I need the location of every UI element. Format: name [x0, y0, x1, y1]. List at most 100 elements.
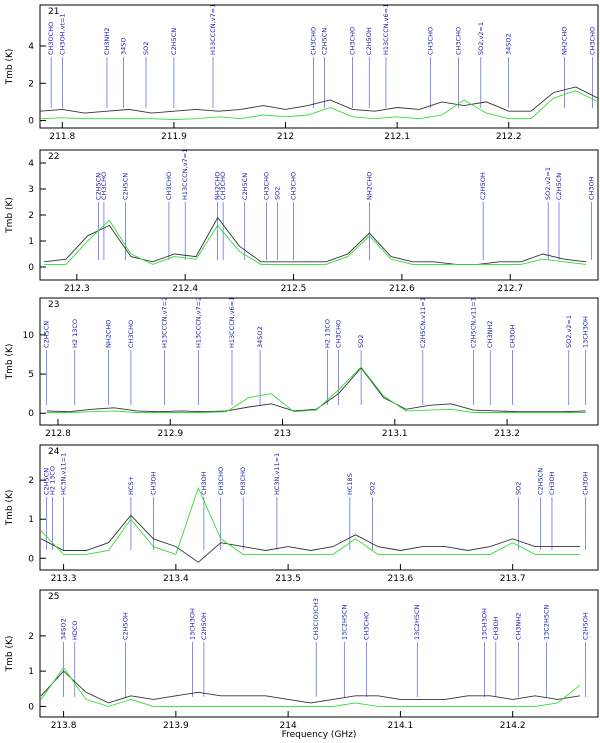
y-tick-label: 4	[28, 159, 34, 169]
x-tick-label: 212.1	[384, 132, 410, 142]
transition-label: 13C2H5CN	[340, 604, 348, 640]
spectrum-line	[44, 219, 587, 265]
x-tick-label: 213.4	[163, 574, 189, 584]
x-tick-label: 212.3	[64, 284, 90, 294]
transition-label: CH3NH2	[103, 28, 111, 55]
x-tick-label: 212.6	[389, 284, 415, 294]
transition-label: H13CCCN,v7=2	[194, 297, 202, 348]
transition-label: 13CH3OH	[582, 316, 590, 348]
x-tick-label: 214	[280, 721, 297, 731]
transition-label: CH3CHO	[455, 27, 463, 55]
transition-label: C2H5CN	[555, 173, 563, 200]
transition-label: CH3OH	[582, 471, 590, 495]
transition-label: CH3CHO	[127, 320, 135, 348]
x-tick-label: 213.1	[382, 429, 408, 439]
transition-label: CH3CHO	[348, 27, 356, 55]
y-axis-label: Tmb (K)	[5, 636, 15, 673]
transition-label: CH3OH,vt=1	[58, 13, 66, 55]
x-tick-label: 213.2	[494, 429, 520, 439]
transition-label: CH3NH2	[486, 321, 494, 348]
transition-label: C2H5CN	[321, 28, 329, 55]
x-tick-label: 211.8	[49, 132, 75, 142]
transition-label: CH3CHO	[290, 172, 298, 200]
transition-label: 34SO	[120, 37, 128, 55]
transition-label: 34SO2	[60, 618, 68, 640]
x-tick-label: 214.2	[500, 721, 526, 731]
panel-label: 24	[48, 447, 60, 457]
transition-label: 13C2H5CN	[542, 604, 550, 640]
plot-frame	[39, 589, 599, 718]
x-axis-label: Frequency (GHz)	[282, 730, 357, 740]
x-tick-label: 213.6	[388, 574, 414, 584]
spectrum-line	[44, 216, 587, 265]
transition-label: C2H5CN,v11=1	[469, 297, 477, 348]
y-tick-label: 2	[28, 632, 34, 642]
x-tick-label: 212.7	[497, 284, 523, 294]
transition-label: H13CCCN,v7=1	[181, 149, 189, 200]
transition-label: HDCO	[71, 620, 79, 640]
transition-label: NH2CHO	[561, 27, 569, 55]
x-tick-label: 214.1	[388, 721, 414, 731]
y-axis-label: Tmb (K)	[5, 197, 15, 234]
transition-label: C2H5CN	[43, 321, 51, 348]
transition-label: CH3OCHO	[47, 22, 55, 55]
y-tick-label: 5	[28, 370, 34, 380]
x-tick-label: 213.3	[51, 574, 77, 584]
transition-label: SO2	[273, 187, 281, 200]
transition-label: CH3CHO	[165, 172, 173, 200]
transition-label: SO2,v2=1	[544, 167, 552, 200]
spectrum-line	[40, 514, 580, 563]
panel-label: 25	[48, 592, 59, 602]
spectrum-line	[46, 367, 586, 413]
transition-label: C2H5OH	[121, 612, 129, 640]
transition-label: CH3OH	[548, 471, 556, 495]
x-tick-label: 212.2	[496, 132, 522, 142]
transition-label: CH3CHO	[239, 467, 247, 495]
transition-label: H2 13CO	[71, 319, 79, 348]
transition-label: HC18S	[346, 473, 354, 495]
transition-label: C2H5OH	[582, 612, 590, 640]
x-tick-label: 212	[277, 132, 294, 142]
transition-label: 13CH3OH	[189, 608, 197, 640]
transition-label: H13CCCN,v7=2	[161, 297, 169, 348]
transition-label: C2H5OH	[365, 27, 373, 55]
transition-label: NH2CHO	[214, 172, 222, 200]
x-tick-label: 212.9	[157, 429, 183, 439]
panel-label: 22	[48, 152, 59, 162]
transition-label: CH3CHO	[309, 27, 317, 55]
transition-label: SO2	[514, 482, 522, 495]
y-axis-label: Tmb (K)	[5, 490, 15, 527]
x-tick-label: 213	[274, 429, 291, 439]
x-tick-label: 212.8	[45, 429, 71, 439]
plot-frame	[39, 444, 599, 571]
spectrum-line	[39, 90, 599, 121]
transition-label: CH3OH	[149, 471, 157, 495]
y-tick-label: 1	[28, 237, 34, 247]
y-tick-label: 2	[28, 211, 34, 221]
transition-label: H13CCCN,v6=1	[228, 297, 236, 348]
transition-label: HCS+	[127, 476, 135, 495]
x-tick-label: 213.5	[275, 574, 301, 584]
spectrum-line	[46, 366, 586, 413]
transition-label: C2H5CN	[95, 173, 103, 200]
spectrum-line	[39, 86, 599, 114]
x-tick-label: 213.9	[163, 721, 189, 731]
transition-label: 13CH3OH	[481, 608, 489, 640]
transition-label: 34SO2	[256, 326, 264, 348]
transition-label: C2H5OH	[200, 612, 208, 640]
transition-label: H2 13CO	[323, 319, 331, 348]
x-tick-label: 213.7	[500, 574, 526, 584]
transition-label: HC3N,v11=1	[273, 453, 281, 495]
y-tick-label: 2	[28, 79, 34, 89]
y-tick-label: 2	[28, 476, 34, 486]
y-tick-label: 0	[28, 554, 34, 564]
transition-label: CH3CHO	[219, 172, 227, 200]
x-tick-label: 213.8	[51, 721, 77, 731]
spectrum-line	[40, 486, 580, 555]
transition-label: C2H5CN	[43, 468, 51, 495]
x-tick-label: 212.4	[172, 284, 198, 294]
y-tick-label: 0	[28, 409, 34, 419]
transition-label: C2H5CN	[537, 468, 545, 495]
transition-label: CH3CHO	[262, 172, 270, 200]
